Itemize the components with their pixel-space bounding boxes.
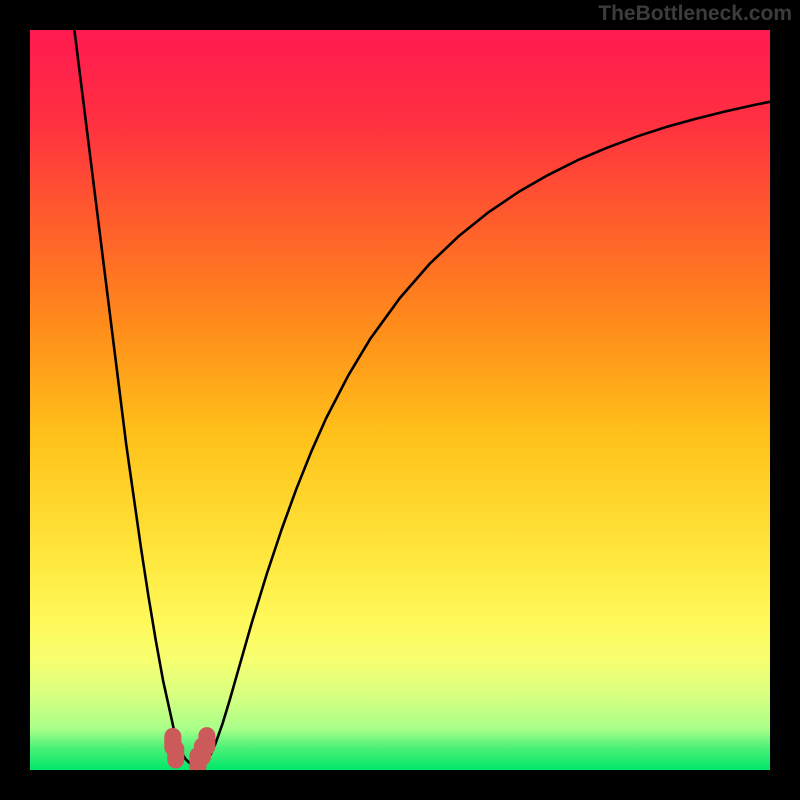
- attribution-watermark: TheBottleneck.com: [598, 2, 792, 26]
- plot-svg: [30, 30, 770, 770]
- plot-area: [30, 30, 770, 770]
- chart-frame: TheBottleneck.com: [0, 0, 800, 800]
- gradient-background: [30, 30, 770, 770]
- curve-marker: [167, 740, 184, 768]
- curve-marker: [198, 727, 215, 755]
